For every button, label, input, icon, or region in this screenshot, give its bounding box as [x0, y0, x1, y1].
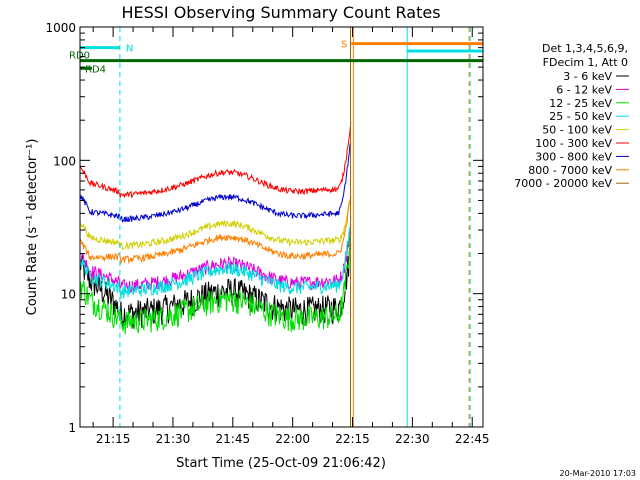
- series-line: [79, 122, 352, 199]
- x-tick-label: 21:30: [156, 432, 191, 446]
- legend-header-line-2: FDecim 1, Att 0: [543, 56, 628, 69]
- legend-label: 3 - 6 keV: [563, 70, 612, 83]
- legend-label: 25 - 50 keV: [549, 110, 612, 123]
- x-tick-label: 22:45: [455, 432, 490, 446]
- x-tick-label: 21:45: [216, 432, 251, 446]
- x-tick-label: 21:15: [96, 432, 131, 446]
- x-tick-label: 22:15: [335, 432, 370, 446]
- x-axis-label: Start Time (25-Oct-09 21:06:42): [176, 456, 386, 471]
- series-line: [79, 141, 352, 223]
- legend-label: 100 - 300 keV: [535, 137, 612, 150]
- series-line: [79, 197, 352, 251]
- legend-label: 6 - 12 keV: [556, 83, 612, 96]
- plot-frame: [79, 26, 484, 428]
- legend-label: 300 - 800 keV: [535, 150, 612, 163]
- chart-title: HESSI Observing Summary Count Rates: [121, 3, 440, 22]
- y-tick-label: 1: [68, 421, 76, 435]
- series-line: [79, 233, 352, 335]
- flag-label: RD4: [85, 64, 106, 75]
- legend-header-line-1: Det 1,3,4,5,6,9,: [542, 42, 628, 55]
- y-tick-label: 10: [61, 288, 76, 302]
- series-line: [79, 227, 352, 294]
- x-tick-label: 22:00: [275, 432, 310, 446]
- x-tick-label: 22:30: [395, 432, 430, 446]
- y-axis-label: Count Rate (s⁻¹ detector⁻¹): [25, 139, 40, 316]
- legend-label: 12 - 25 keV: [549, 97, 612, 110]
- flag-label: S: [341, 40, 347, 51]
- legend-label: 7000 - 20000 keV: [514, 177, 612, 190]
- series-line: [79, 216, 352, 299]
- legend-label: 50 - 100 keV: [542, 124, 612, 137]
- y-tick-label: 100: [53, 154, 76, 168]
- y-tick-label: 1000: [45, 21, 76, 35]
- footer-date: 20-Mar-2010 17:03: [560, 469, 637, 478]
- series-line: [79, 196, 352, 265]
- flag-label: N: [126, 44, 133, 55]
- legend-label: 800 - 7000 keV: [528, 164, 612, 177]
